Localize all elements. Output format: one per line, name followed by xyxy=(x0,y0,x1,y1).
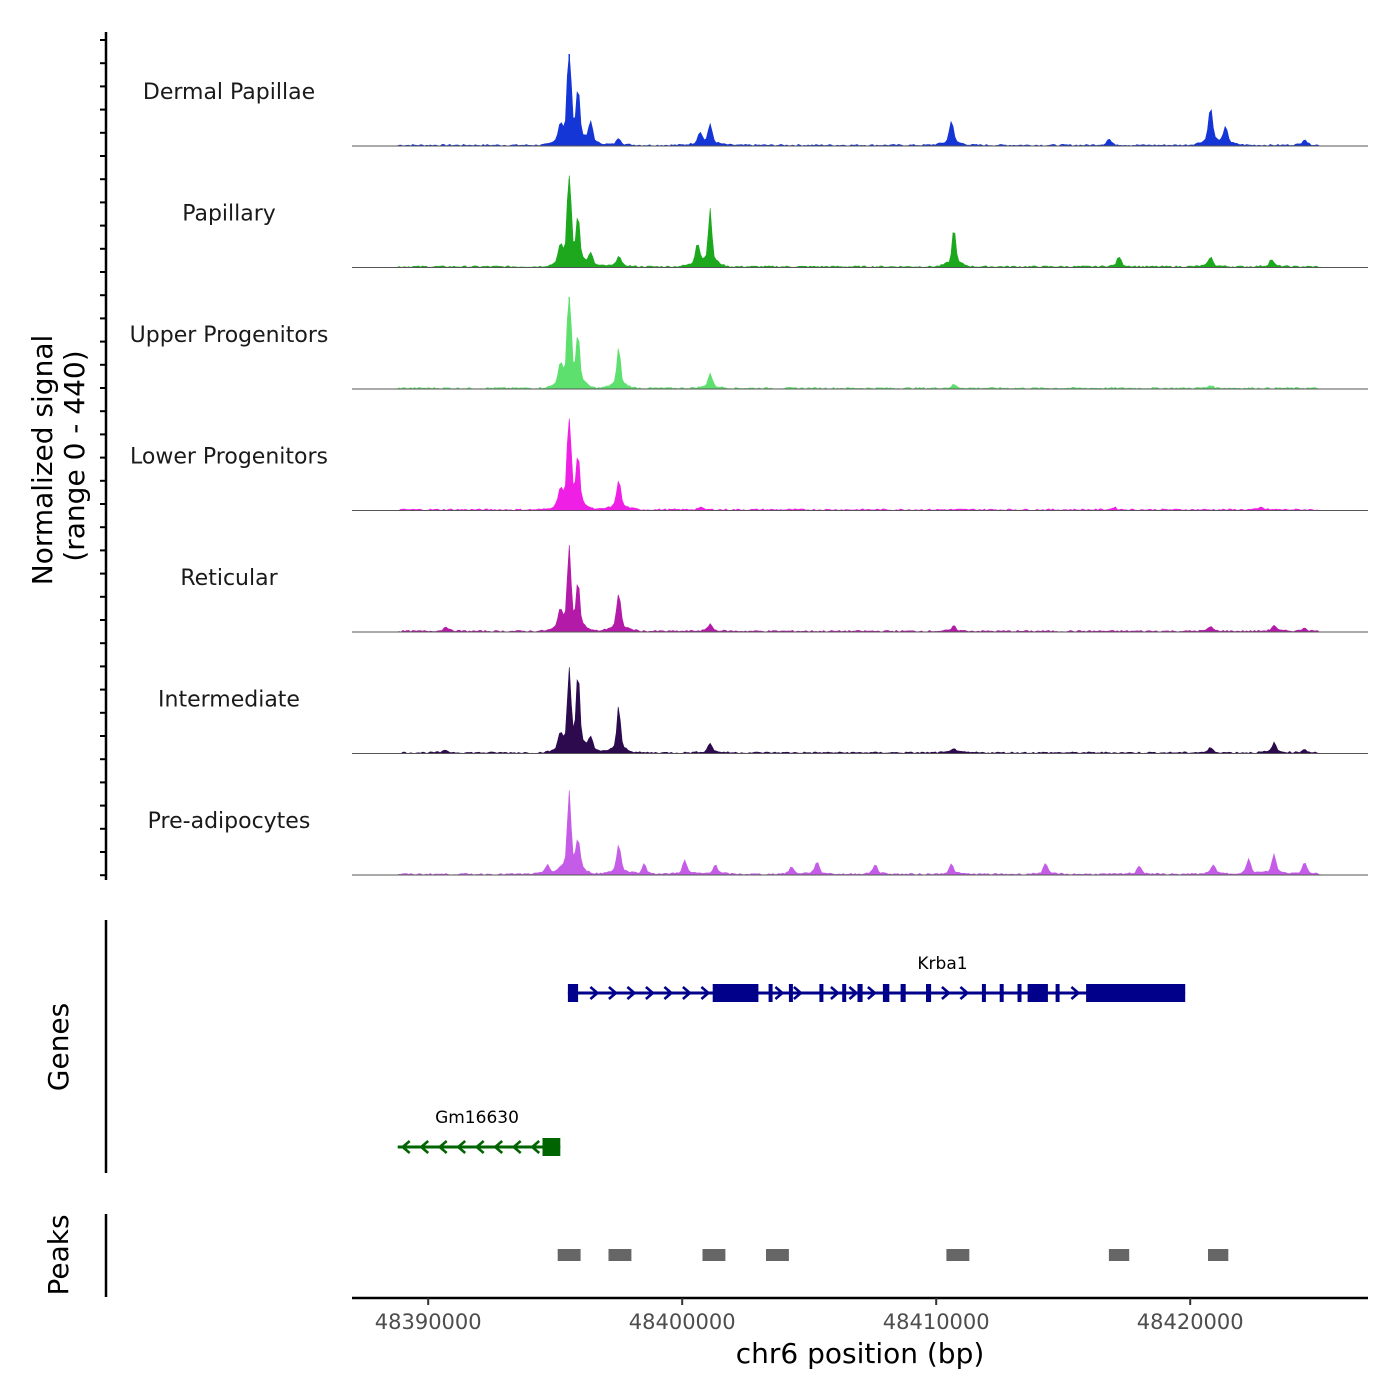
signal-track-papillary: Papillary xyxy=(182,175,1368,268)
strand-arrow xyxy=(941,986,951,1000)
gene-gm16630: Gm16630 xyxy=(397,1108,561,1156)
track-label: Dermal Papillae xyxy=(143,80,315,105)
signal-area xyxy=(352,53,1368,147)
signal-area xyxy=(352,175,1368,268)
signal-area xyxy=(352,667,1368,754)
strand-arrow xyxy=(645,986,655,1000)
signal-track-reticular: Reticular xyxy=(180,544,1368,633)
track-label: Pre-adipocytes xyxy=(148,809,311,834)
strand-arrow xyxy=(793,986,803,1000)
signal-track-dermal-papillae: Dermal Papillae xyxy=(143,53,1368,147)
strand-arrow xyxy=(682,986,692,1000)
gene-exon xyxy=(567,984,579,1002)
gene-exon xyxy=(542,1138,561,1156)
strand-arrow xyxy=(474,1140,485,1154)
strand-arrow xyxy=(493,1140,504,1154)
genes-panel-title: Genes xyxy=(42,1003,75,1091)
peak-region xyxy=(557,1249,581,1261)
gene-label: Gm16630 xyxy=(435,1108,519,1128)
signal-area xyxy=(352,418,1368,511)
strand-arrow xyxy=(419,1140,430,1154)
y-axis-title: Normalized signal xyxy=(26,335,59,586)
peak-region xyxy=(1208,1249,1229,1261)
gene-exon xyxy=(1055,984,1060,1002)
strand-arrow xyxy=(626,986,637,1000)
peaks-panel xyxy=(104,1214,1229,1297)
genes-panel: Krba1 Gm16630 xyxy=(104,920,1186,1173)
peak-region xyxy=(766,1249,789,1261)
x-tick-label: 48390000 xyxy=(375,1310,482,1334)
strand-arrow xyxy=(830,986,840,1000)
strand-arrow xyxy=(867,986,877,1000)
peak-region xyxy=(1108,1249,1130,1261)
strand-arrow xyxy=(456,1140,467,1154)
gene-exon xyxy=(999,984,1004,1002)
strand-arrow xyxy=(1070,986,1081,1000)
signal-area xyxy=(352,296,1368,390)
track-label: Intermediate xyxy=(158,688,300,713)
peak-region xyxy=(702,1249,726,1261)
signal-track-pre-adipocytes: Pre-adipocytes xyxy=(148,790,1368,876)
peak-region xyxy=(946,1249,970,1261)
x-axis: 48390000 48400000 48410000 48420000 xyxy=(352,1296,1368,1334)
strand-arrow xyxy=(589,986,600,1000)
strand-arrow xyxy=(848,986,859,1000)
strand-arrow xyxy=(959,986,970,1000)
gene-label: Krba1 xyxy=(917,954,967,974)
gene-exon xyxy=(857,984,863,1002)
gene-exon xyxy=(712,984,759,1002)
strand-arrow xyxy=(700,986,711,1000)
signal-panel: Dermal Papillae Papillary Upper Progenitor… xyxy=(100,32,1368,880)
strand-arrow xyxy=(663,986,674,1000)
gene-exon xyxy=(882,984,890,1002)
signal-track-upper-progenitors: Upper Progenitors xyxy=(130,296,1368,390)
strand-arrow xyxy=(608,986,618,1000)
strand-arrow xyxy=(437,1140,448,1154)
gene-exon xyxy=(900,984,906,1002)
signal-track-intermediate: Intermediate xyxy=(158,667,1368,754)
peaks-panel-title: Peaks xyxy=(42,1214,75,1295)
x-tick-label: 48400000 xyxy=(629,1310,736,1334)
peak-region xyxy=(608,1249,632,1261)
gene-exon xyxy=(819,984,824,1002)
gene-exon xyxy=(926,984,932,1002)
x-tick-label: 48420000 xyxy=(1137,1310,1244,1334)
signal-track-lower-progenitors: Lower Progenitors xyxy=(130,418,1368,511)
x-tick-label: 48410000 xyxy=(883,1310,990,1334)
gene-exon xyxy=(768,984,773,1002)
gene-exon xyxy=(981,984,986,1002)
x-axis-title: chr6 position (bp) xyxy=(736,1337,985,1370)
gene-exon xyxy=(1086,984,1186,1002)
strand-arrow xyxy=(400,1140,411,1154)
strand-arrow xyxy=(774,986,785,1000)
track-label: Reticular xyxy=(180,566,278,591)
gene-exon xyxy=(788,984,793,1002)
gene-exon xyxy=(842,984,847,1002)
signal-area xyxy=(352,790,1368,876)
signal-area xyxy=(352,544,1368,633)
gene-exon xyxy=(1017,984,1022,1002)
gene-exon xyxy=(1027,984,1048,1002)
track-label: Lower Progenitors xyxy=(130,445,328,470)
strand-arrow xyxy=(511,1140,522,1154)
y-axis-range: (range 0 - 440) xyxy=(58,350,91,561)
track-label: Upper Progenitors xyxy=(130,323,329,348)
gene-krba1: Krba1 xyxy=(567,954,1186,1002)
track-label: Papillary xyxy=(182,202,276,227)
strand-arrow xyxy=(530,1140,541,1154)
